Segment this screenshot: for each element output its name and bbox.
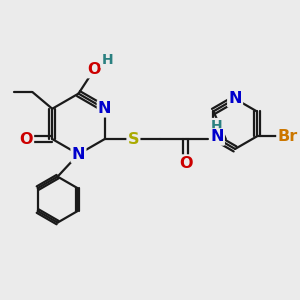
Text: H: H [211, 119, 223, 133]
Text: Br: Br [278, 129, 298, 144]
Text: N: N [72, 147, 85, 162]
Text: O: O [20, 131, 33, 146]
Text: S: S [128, 131, 139, 146]
Text: N: N [98, 101, 112, 116]
Text: H: H [101, 53, 113, 67]
Text: O: O [179, 156, 192, 171]
Text: N: N [210, 129, 224, 144]
Text: O: O [87, 62, 101, 77]
Text: N: N [228, 91, 242, 106]
